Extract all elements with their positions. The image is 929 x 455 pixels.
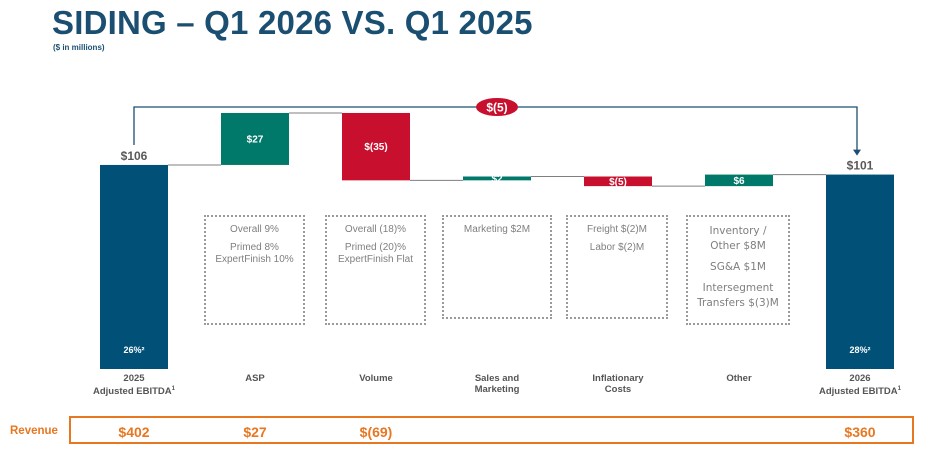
revenue-label: Revenue [10, 425, 58, 437]
bar-margin-label: 26%² [123, 345, 144, 355]
page-title: SIDING – Q1 2026 VS. Q1 2025 [52, 4, 533, 41]
bar-value-label: $27 [247, 134, 264, 145]
change-label: $(5) [486, 101, 507, 115]
bar-delta-2 [342, 112, 410, 181]
note-box: Freight $(2)M Labor $(2)M [566, 215, 668, 319]
note-box: Overall (18)% Primed (20)% ExpertFinish Fl… [325, 215, 426, 325]
category-label: 2025 Adjusted EBITDA1 [93, 373, 175, 398]
note-box: Inventory / Other $8M SG&A $1M Intersegment… [686, 215, 790, 325]
category-label: Sales and Marketing [474, 373, 520, 395]
bar-value-label: $(35) [364, 142, 387, 153]
revenue-value: $(69) [359, 424, 393, 440]
revenue-box [69, 416, 914, 444]
bar-delta-5 [705, 174, 773, 187]
bar-total-0 [100, 164, 168, 369]
bar-value-label: $(5) [609, 177, 627, 188]
bar-delta-3 [463, 176, 531, 181]
bar-margin-label: 28%² [849, 345, 870, 355]
page-subtitle: ($ in millions) [53, 43, 105, 52]
note-box: Marketing $2M [442, 215, 552, 319]
bar-total-6 [826, 174, 894, 369]
category-label: 2026 Adjusted EBITDA1 [819, 373, 901, 398]
category-label: Inflationary Costs [592, 373, 644, 395]
category-label: Volume [359, 373, 393, 384]
change-arrowhead [853, 149, 861, 156]
category-label: Other [726, 373, 752, 384]
bar-value-label: $106 [121, 149, 148, 163]
change-badge [476, 98, 518, 116]
waterfall-chart: $106 26%² $27 $(35) $2 $(5) $6 $101 28%² $(5) [100, 98, 894, 369]
bar-delta-1 [221, 112, 289, 165]
bar-value-label: $101 [847, 159, 874, 173]
note-box: Overall 9% Primed 8% ExpertFinish 10% [204, 215, 305, 325]
bar-value-label: $6 [733, 176, 745, 187]
revenue-value: $360 [844, 424, 876, 440]
category-label: ASP [245, 373, 265, 384]
bar-value-label: $2 [491, 174, 503, 185]
revenue-value: $402 [118, 424, 150, 440]
revenue-value: $27 [243, 424, 267, 440]
bar-delta-4 [584, 176, 652, 187]
